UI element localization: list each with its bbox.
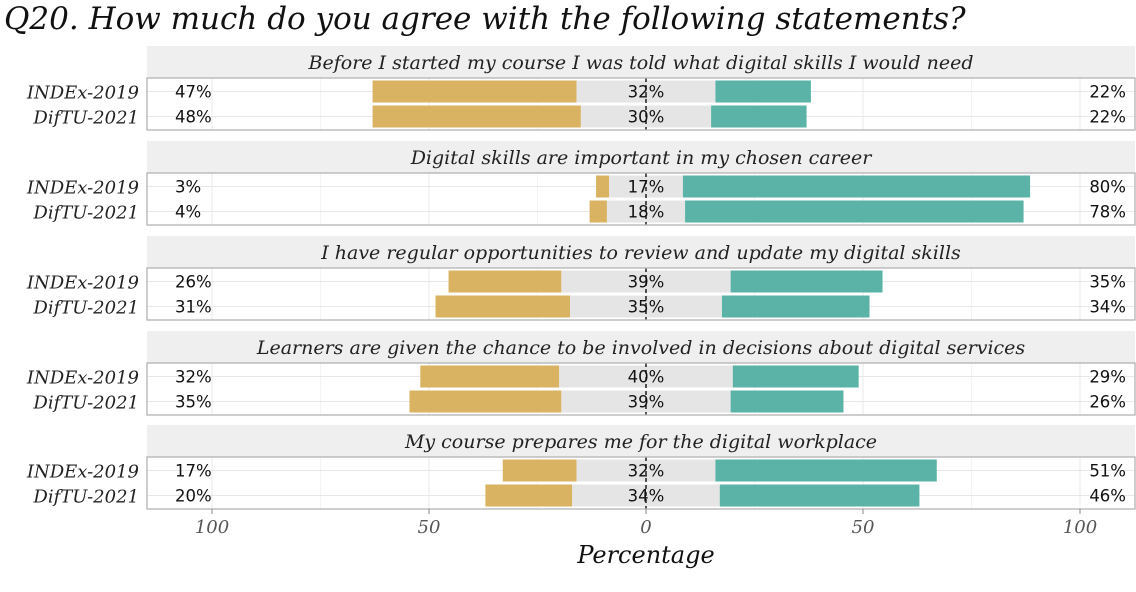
disagree-percent-label: 31% [175, 298, 212, 317]
facet-strip [147, 425, 1135, 457]
row-label: INDEx-2019 [26, 83, 139, 104]
facet-strip-label: Digital skills are important in my chose… [410, 147, 874, 169]
bar-disagree [435, 295, 571, 318]
facet-strip [147, 46, 1135, 78]
row-label: DifTU-2021 [32, 487, 139, 508]
panel-border [146, 267, 1136, 321]
disagree-percent-label: 32% [175, 368, 212, 387]
chart-title: Q20. How much do you agree with the foll… [4, 1, 966, 37]
row-label: DifTU-2021 [32, 298, 139, 319]
bar-agree [730, 270, 883, 293]
disagree-percent-label: 3% [175, 178, 201, 197]
agree-percent-label: 34% [1089, 298, 1126, 317]
bar-disagree [589, 200, 607, 223]
agree-percent-label: 80% [1089, 178, 1126, 197]
disagree-percent-label: 47% [175, 83, 212, 102]
agree-percent-label: 22% [1089, 83, 1126, 102]
panel-border [146, 362, 1136, 416]
facet-strip-label: Before I started my course I was told wh… [308, 52, 974, 74]
facet-panel: My course prepares me for the digital wo… [26, 425, 1136, 510]
agree-percent-label: 35% [1089, 273, 1126, 292]
bar-disagree [409, 390, 562, 413]
disagree-percent-label: 26% [175, 273, 212, 292]
bar-disagree [420, 365, 560, 388]
bar-disagree [502, 459, 577, 482]
facet-strip [147, 141, 1135, 173]
row-label: DifTU-2021 [32, 393, 139, 414]
row-label: INDEx-2019 [26, 178, 139, 199]
bar-neutral [609, 175, 683, 198]
bar-disagree [596, 175, 610, 198]
disagree-percent-label: 20% [175, 487, 212, 506]
bar-agree [685, 200, 1024, 223]
bar-agree [715, 80, 811, 103]
x-tick-label: 100 [195, 517, 229, 538]
facet-strip [147, 236, 1135, 268]
panels: Before I started my course I was told wh… [26, 46, 1136, 510]
disagree-percent-label: 17% [175, 462, 212, 481]
facet-panel: Digital skills are important in my chose… [26, 141, 1136, 226]
bar-neutral [561, 270, 731, 293]
x-tick-label: 50 [852, 517, 875, 538]
agree-percent-label: 22% [1089, 108, 1126, 127]
bar-disagree [485, 484, 573, 507]
row-label: INDEx-2019 [26, 368, 139, 389]
bar-agree [732, 365, 859, 388]
agree-percent-label: 26% [1089, 393, 1126, 412]
bar-disagree [372, 105, 581, 128]
bar-disagree [448, 270, 562, 293]
x-tick-label: 0 [640, 517, 651, 538]
bar-agree [721, 295, 870, 318]
row-label: INDEx-2019 [26, 462, 139, 483]
bar-neutral [576, 459, 716, 482]
disagree-percent-label: 35% [175, 393, 212, 412]
bar-disagree [372, 80, 577, 103]
bar-agree [730, 390, 844, 413]
row-label: DifTU-2021 [32, 203, 139, 224]
bar-neutral [559, 365, 733, 388]
agree-percent-label: 29% [1089, 368, 1126, 387]
agree-percent-label: 78% [1089, 203, 1126, 222]
bar-neutral [576, 80, 716, 103]
facet-strip-label: My course prepares me for the digital wo… [404, 431, 877, 453]
disagree-percent-label: 4% [175, 203, 201, 222]
facet-panel: I have regular opportunities to review a… [26, 236, 1136, 321]
x-axis-title: Percentage [576, 541, 714, 569]
panel-border [146, 77, 1136, 131]
row-label: INDEx-2019 [26, 273, 139, 294]
agree-percent-label: 51% [1089, 462, 1126, 481]
panel-border [146, 456, 1136, 510]
facet-strip-label: I have regular opportunities to review a… [320, 242, 961, 264]
agree-percent-label: 46% [1089, 487, 1126, 506]
x-tick-label: 50 [418, 517, 441, 538]
disagree-percent-label: 48% [175, 108, 212, 127]
facet-strip [147, 331, 1135, 363]
bar-agree [719, 484, 920, 507]
facet-panel: Before I started my course I was told wh… [26, 46, 1136, 131]
bar-agree [715, 459, 937, 482]
row-label: DifTU-2021 [32, 108, 139, 129]
x-axis: 100 50 0 50 100 [195, 509, 1097, 538]
bar-agree [682, 175, 1031, 198]
panel-border [146, 172, 1136, 226]
bar-agree [711, 105, 807, 128]
x-tick-label: 100 [1063, 517, 1097, 538]
facet-panel: Learners are given the chance to be invo… [26, 331, 1136, 416]
facet-strip-label: Learners are given the chance to be invo… [256, 337, 1026, 359]
